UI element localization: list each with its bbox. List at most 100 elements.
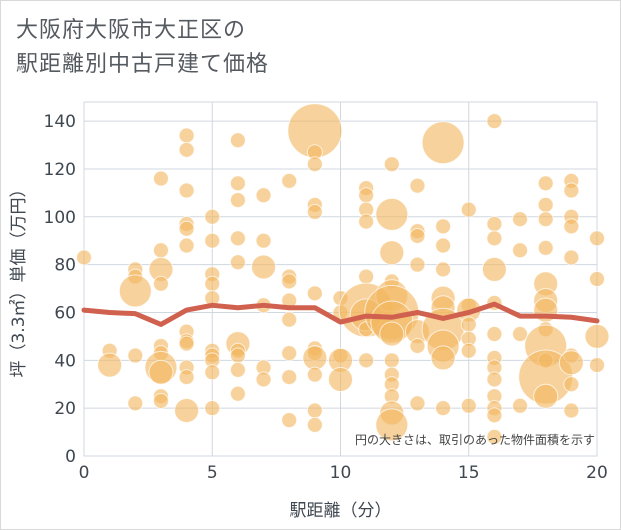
bubble-size-note: 円の大きさは、取引のあった物件面積を示す [355,432,595,447]
data-bubble [589,357,605,374]
data-bubble [178,237,195,254]
data-bubble [204,232,221,249]
data-bubble [537,196,554,213]
data-bubble [537,175,554,192]
data-bubble [178,369,195,386]
data-bubble [409,395,426,412]
data-bubble [178,182,195,199]
data-bubble [178,335,195,352]
data-bubble [255,371,272,388]
data-bubble [281,172,298,189]
data-bubble [563,218,580,235]
data-bubble [178,141,195,158]
data-bubble [281,273,298,290]
data-bubble [76,249,92,266]
chart-title-line2: 駅距離別中古戸建て価格 [16,52,270,77]
data-bubble [178,220,195,237]
data-bubble [255,187,272,204]
bubble-layer [76,103,610,445]
data-bubble [281,412,298,429]
data-bubble [379,321,405,347]
data-bubble [512,211,529,228]
data-bubble [375,197,409,231]
data-bubble [383,156,400,173]
data-bubble [460,316,477,333]
data-bubble [486,326,503,343]
data-bubble [486,407,503,424]
x-tick-label: 0 [79,463,90,483]
data-bubble [328,366,353,392]
data-bubble [152,275,169,292]
data-bubble [537,239,554,256]
data-bubble [533,383,559,409]
data-bubble [563,402,580,419]
data-bubble [486,428,503,445]
data-bubble [409,227,426,244]
data-bubble [204,400,221,417]
x-tick-label: 10 [330,463,352,483]
y-tick-label: 60 [54,303,76,323]
y-tick-label: 40 [54,351,76,371]
data-bubble [563,376,580,393]
data-bubble [306,204,323,221]
data-bubble [537,211,554,228]
data-bubble [512,242,529,259]
data-bubble [375,408,409,442]
y-tick-label: 0 [65,447,76,467]
data-bubble [563,182,580,199]
data-bubble [118,274,152,308]
x-tick-label: 20 [586,463,608,483]
data-bubble [229,132,246,149]
data-bubble [127,395,144,412]
data-bubble [430,345,456,371]
data-bubble [178,127,195,144]
y-tick-label: 120 [44,160,76,180]
data-bubble [409,337,426,354]
data-bubble [460,342,477,359]
data-bubble [589,230,605,247]
data-bubble [229,385,246,402]
data-bubble [435,261,452,278]
data-bubble [229,175,246,192]
data-bubble [584,323,610,349]
data-bubble [486,371,503,388]
data-bubble [204,275,221,292]
x-tick-label: 15 [458,463,480,483]
average-price-line [81,301,600,327]
data-bubble [152,242,169,259]
data-bubble [460,201,477,218]
data-bubble [127,347,144,364]
data-bubble [486,113,503,130]
data-bubble [435,237,452,254]
data-bubble [383,352,400,369]
data-bubble [486,230,503,247]
data-bubble [148,359,174,385]
x-axis-title: 駅距離（分） [290,501,392,521]
data-bubble [358,187,375,204]
data-bubble [174,398,200,424]
data-bubble [306,416,323,433]
average-line-layer [81,301,600,327]
data-bubble [589,271,605,287]
data-bubble [512,397,529,414]
data-bubble [421,121,465,165]
y-tick-label: 100 [44,208,76,228]
data-bubble [558,350,584,376]
data-bubble [152,170,169,187]
data-bubble [358,268,375,285]
data-bubble [512,326,529,343]
data-bubble [358,213,375,230]
x-tick-label: 5 [207,463,218,483]
data-bubble [435,218,452,235]
data-bubble [435,400,452,417]
data-bubble [281,345,298,362]
data-bubble [229,361,246,378]
data-bubble [306,285,323,302]
data-bubble [97,352,123,378]
data-bubble [255,232,272,249]
data-bubble [229,347,246,364]
data-bubble [481,256,507,282]
y-tick-label: 20 [54,399,76,419]
data-bubble [409,256,426,273]
data-bubble [460,397,477,414]
